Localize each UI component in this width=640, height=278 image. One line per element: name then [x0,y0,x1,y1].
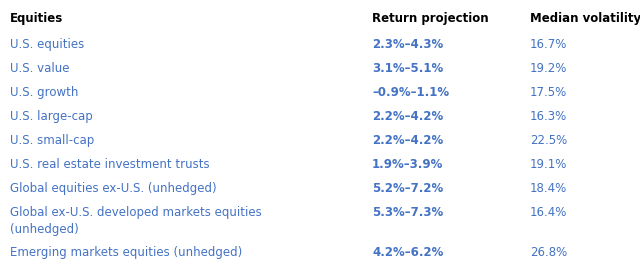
Text: 19.2%: 19.2% [530,62,568,75]
Text: 17.5%: 17.5% [530,86,567,99]
Text: 2.2%–4.2%: 2.2%–4.2% [372,134,444,147]
Text: 3.1%–5.1%: 3.1%–5.1% [372,62,444,75]
Text: U.S. value: U.S. value [10,62,70,75]
Text: 1.9%–3.9%: 1.9%–3.9% [372,158,444,171]
Text: 16.7%: 16.7% [530,38,568,51]
Text: 5.2%–7.2%: 5.2%–7.2% [372,182,444,195]
Text: 5.3%–7.3%: 5.3%–7.3% [372,206,444,219]
Text: U.S. large-cap: U.S. large-cap [10,110,93,123]
Text: 2.3%–4.3%: 2.3%–4.3% [372,38,444,51]
Text: 22.5%: 22.5% [530,134,567,147]
Text: 4.2%–6.2%: 4.2%–6.2% [372,246,444,259]
Text: Equities: Equities [10,12,63,25]
Text: Global ex-U.S. developed markets equities
(unhedged): Global ex-U.S. developed markets equitie… [10,206,262,236]
Text: Emerging markets equities (unhedged): Emerging markets equities (unhedged) [10,246,243,259]
Text: U.S. small-cap: U.S. small-cap [10,134,94,147]
Text: U.S. equities: U.S. equities [10,38,84,51]
Text: 2.2%–4.2%: 2.2%–4.2% [372,110,444,123]
Text: 19.1%: 19.1% [530,158,568,171]
Text: 16.3%: 16.3% [530,110,567,123]
Text: Median volatility: Median volatility [530,12,640,25]
Text: 16.4%: 16.4% [530,206,568,219]
Text: 18.4%: 18.4% [530,182,567,195]
Text: –0.9%–1.1%: –0.9%–1.1% [372,86,449,99]
Text: Global equities ex-U.S. (unhedged): Global equities ex-U.S. (unhedged) [10,182,216,195]
Text: U.S. real estate investment trusts: U.S. real estate investment trusts [10,158,210,171]
Text: Return projection: Return projection [372,12,488,25]
Text: 26.8%: 26.8% [530,246,567,259]
Text: U.S. growth: U.S. growth [10,86,78,99]
